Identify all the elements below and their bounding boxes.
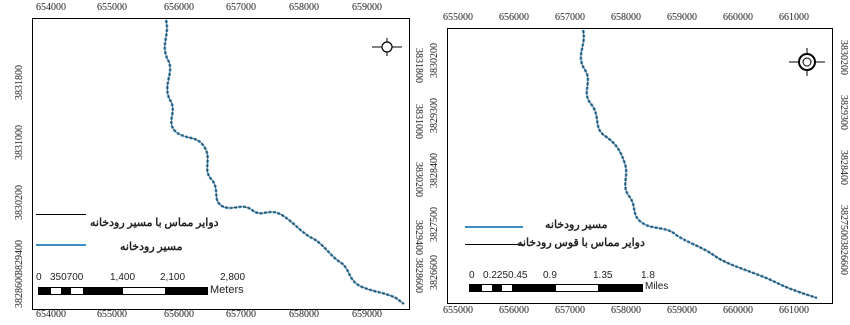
right-map-frame (447, 28, 833, 304)
scale-unit: Meters (210, 284, 244, 296)
right-map: 655000 656000 657000 658000 659000 66000… (425, 0, 850, 325)
bottom-tick: 657000 (555, 305, 585, 316)
legend-circles-swatch (36, 214, 86, 215)
top-tick: 655000 (443, 12, 473, 23)
bottom-tick: 659000 (667, 305, 697, 316)
legend-circles-label: دوایر مماس با قوس رودخانه (517, 237, 645, 249)
top-tick: 655000 (97, 2, 127, 13)
legend-river-swatch (36, 244, 86, 246)
scale-label: 0 (36, 272, 42, 283)
scale-label: 350700 (50, 272, 84, 283)
left-map: 654000 655000 656000 657000 658000 65900… (14, 2, 424, 320)
bottom-tick: 658000 (289, 309, 319, 320)
legend-river-swatch (465, 226, 523, 228)
scale-label: 0.2250.45 (483, 270, 528, 281)
legend-river-label: مسیر رودخانه (120, 241, 183, 253)
river-path (579, 29, 818, 300)
top-tick: 658000 (289, 2, 319, 13)
river-path (163, 19, 405, 306)
top-tick: 658000 (611, 12, 641, 23)
north-arrow-icon (785, 46, 829, 83)
scale-label: 2,100 (160, 272, 186, 283)
north-arrow-icon (370, 36, 404, 63)
top-tick: 656000 (499, 12, 529, 23)
bottom-tick: 659000 (352, 309, 382, 320)
bottom-tick: 661000 (779, 305, 809, 316)
bottom-tick: 655000 (97, 309, 127, 320)
left-map-frame (32, 18, 410, 310)
scale-bar (38, 287, 208, 295)
top-tick: 659000 (667, 12, 697, 23)
scale-label: 1.8 (641, 270, 655, 281)
legend-circles-label: دوایر مماس با مسیر رودخانه (90, 217, 219, 229)
scale-label: 1,400 (110, 272, 136, 283)
top-tick: 654000 (36, 2, 66, 13)
scale-label: 2,800 (220, 272, 246, 283)
top-tick: 659000 (352, 2, 382, 13)
bottom-tick: 658000 (611, 305, 641, 316)
top-tick: 656000 (164, 2, 194, 13)
scale-label: 0 (469, 270, 475, 281)
bottom-tick: 660000 (723, 305, 753, 316)
scale-unit: Miles (645, 281, 669, 292)
bottom-tick: 654000 (36, 309, 66, 320)
scale-bar (469, 284, 643, 292)
bottom-tick: 656000 (499, 305, 529, 316)
top-tick: 657000 (226, 2, 256, 13)
bottom-tick: 656000 (164, 309, 194, 320)
scale-label: 0.9 (543, 270, 557, 281)
scale-label: 1.35 (593, 270, 613, 281)
top-tick: 660000 (723, 12, 753, 23)
top-tick: 661000 (779, 12, 809, 23)
bottom-tick: 655000 (443, 305, 473, 316)
legend-river-label: مسیر رودخانه (545, 219, 608, 231)
legend-circles-swatch (465, 244, 523, 245)
top-tick: 657000 (555, 12, 585, 23)
bottom-tick: 657000 (226, 309, 256, 320)
